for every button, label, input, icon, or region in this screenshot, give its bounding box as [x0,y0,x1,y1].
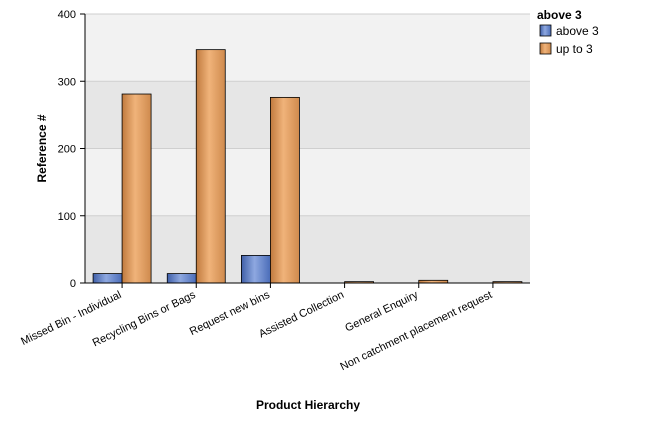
bar [270,96,300,284]
y-tick-label: 300 [58,76,76,88]
plot-band [85,148,530,216]
bar [241,255,271,284]
legend-swatch [539,42,552,55]
bar [195,49,226,284]
legend-label: above 3 [556,24,599,38]
y-tick-label: 100 [58,211,76,223]
bar [121,93,152,284]
y-tick-label: 200 [58,144,76,156]
legend: above 3 above 3 up to 3 [537,8,599,56]
bar [166,273,197,284]
y-axis-ticks: 0 100 200 300 400 [58,9,85,290]
y-axis-title: Reference # [35,114,49,182]
legend-swatch [539,24,552,37]
plot-band [85,215,530,283]
x-axis-title: Product Hierarchy [256,398,360,412]
gridlines [85,13,530,217]
plot-band [85,81,530,149]
plot-band [85,14,530,82]
y-tick-label: 0 [70,278,76,290]
x-tick-label: Assisted Collection [257,289,346,341]
legend-title: above 3 [537,8,582,22]
plot-area [85,14,530,283]
y-tick-label: 400 [58,9,76,21]
x-tick-label: Non catchment placement request [338,289,494,373]
bar [92,273,123,284]
bars [92,49,523,284]
legend-label: up to 3 [556,42,593,56]
